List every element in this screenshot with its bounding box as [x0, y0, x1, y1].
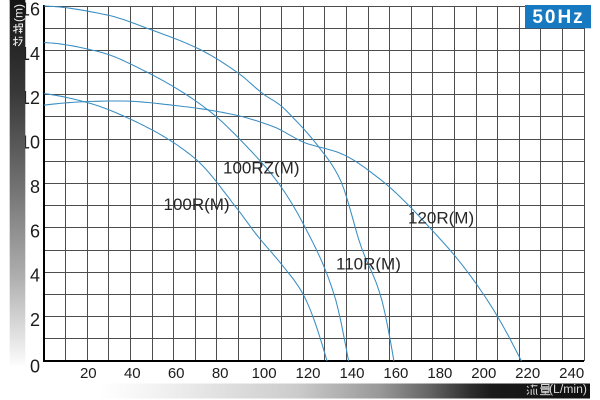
svg-text:120R(M): 120R(M) [408, 208, 474, 227]
svg-text:(L/min): (L/min) [549, 382, 587, 396]
svg-text:4: 4 [30, 266, 40, 286]
svg-text:100: 100 [252, 365, 277, 382]
svg-text:180: 180 [427, 365, 452, 382]
svg-text:220: 220 [515, 365, 540, 382]
svg-text:8: 8 [30, 177, 40, 197]
svg-text:160: 160 [383, 365, 408, 382]
svg-text:0: 0 [30, 356, 40, 376]
svg-text:80: 80 [212, 365, 229, 382]
svg-text:140: 140 [339, 365, 364, 382]
svg-text:40: 40 [124, 365, 141, 382]
svg-text:100R(M): 100R(M) [164, 195, 230, 214]
svg-text:20: 20 [80, 365, 97, 382]
svg-text:(m): (m) [12, 4, 26, 22]
svg-text:60: 60 [168, 365, 185, 382]
svg-text:50Hz: 50Hz [532, 7, 584, 28]
svg-text:110R(M): 110R(M) [336, 254, 401, 273]
svg-text:120: 120 [295, 365, 320, 382]
svg-text:2: 2 [30, 310, 40, 330]
svg-text:100RZ(M): 100RZ(M) [223, 158, 300, 177]
svg-text:6: 6 [30, 221, 40, 241]
svg-text:240: 240 [559, 365, 584, 382]
svg-text:200: 200 [471, 365, 496, 382]
